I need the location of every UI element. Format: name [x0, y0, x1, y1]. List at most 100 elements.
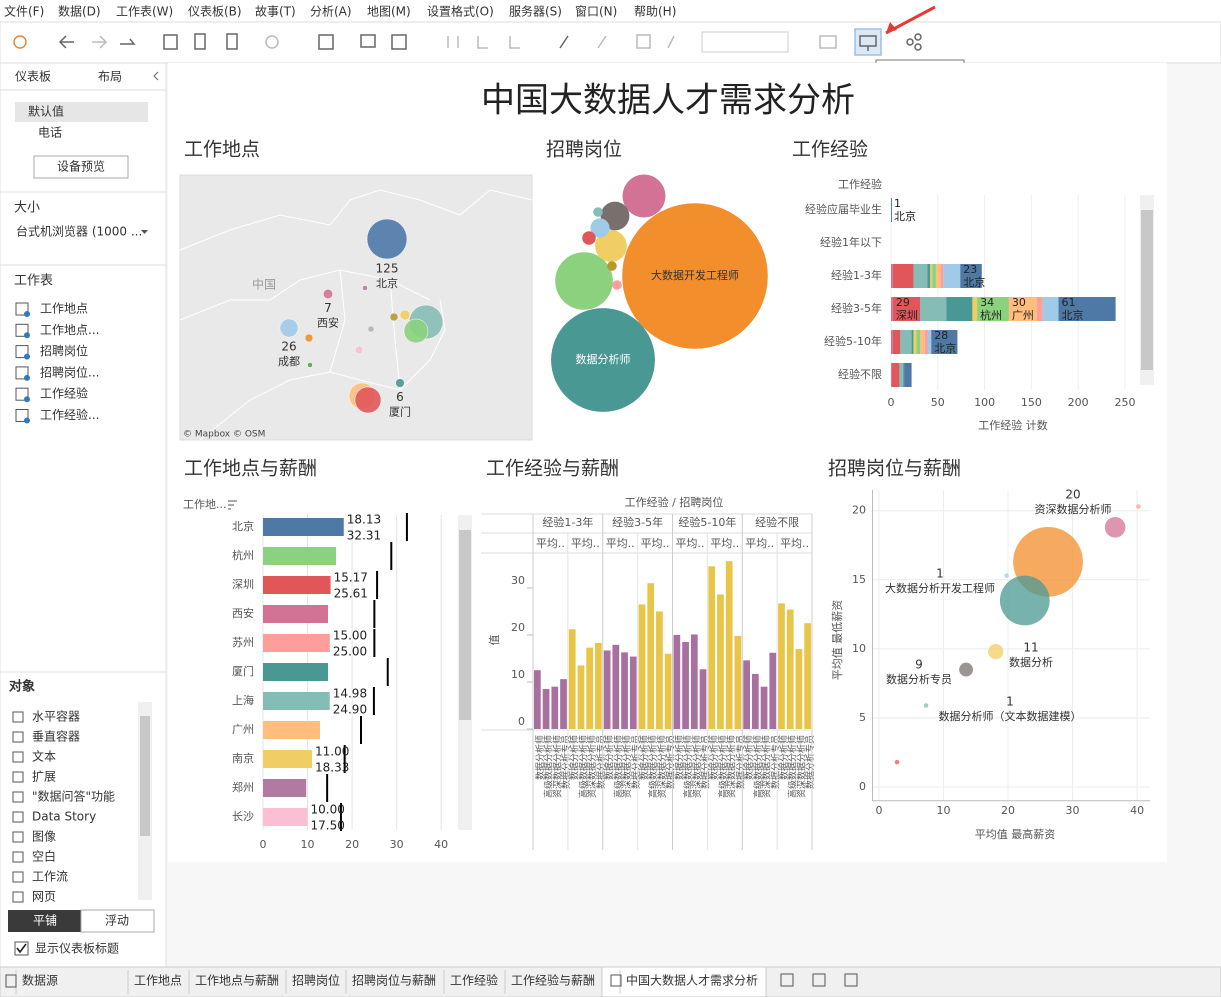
bubble	[999, 575, 1050, 626]
tile-button[interactable]	[8, 910, 81, 932]
x-tick-label: 数据分析专员	[700, 735, 712, 789]
bubble-value-label: 125	[376, 262, 399, 276]
sheet-item[interactable]: 工作地点	[40, 302, 88, 316]
menu-item[interactable]: 设置格式(O)	[427, 4, 494, 19]
new-sheet-button[interactable]	[780, 973, 794, 987]
sort-icon[interactable]	[228, 500, 237, 510]
sheet-icon	[15, 366, 29, 380]
menu-item[interactable]: 帮助(H)	[634, 5, 676, 19]
preview-button[interactable]: 设备预览	[57, 159, 105, 174]
data-label: 11.00	[315, 745, 349, 759]
sheet-tab[interactable]: 数据源	[22, 973, 58, 988]
preview-button-box[interactable]	[33, 155, 129, 179]
x-axis-title: 工作经验 计数	[978, 418, 1048, 432]
panel-header: 经验不限	[755, 515, 799, 529]
panel-header: 经验1-3年	[542, 515, 593, 529]
bar-segment	[924, 330, 928, 354]
layout-mode[interactable]: 浮动	[105, 914, 129, 928]
bar-segment	[913, 330, 917, 354]
data-label: 23	[963, 263, 977, 276]
object-item[interactable]: 扩展	[32, 770, 56, 784]
menu-item[interactable]: 工作表(W)	[116, 5, 173, 19]
menu-item[interactable]: 服务器(S)	[509, 4, 562, 19]
data-label-city: 北京	[963, 275, 985, 289]
x-tick-label: 数据分析师	[708, 735, 720, 780]
menu-item[interactable]: 故事(T)	[255, 4, 296, 19]
float-button[interactable]	[80, 909, 155, 933]
device-item[interactable]: 默认值	[28, 104, 64, 119]
object-item[interactable]: 图像	[32, 830, 56, 844]
bubble-name-label: 资深数据分析师	[1035, 502, 1112, 516]
bar-segment	[892, 330, 901, 354]
bubble-name-label: 数据分析师（文本数据建模）	[939, 709, 1082, 723]
x-tick-label: 数据分析师	[673, 735, 685, 780]
data-label: 1	[894, 197, 901, 210]
job-bubble	[582, 231, 596, 245]
bar-segment	[977, 297, 1009, 321]
sidebar-tab[interactable]: 仪表板	[15, 70, 51, 84]
map-bubble	[307, 362, 313, 368]
new-sheet-button[interactable]	[844, 973, 858, 987]
sheet-tab[interactable]: 工作经验	[450, 973, 498, 988]
bar-segment	[891, 363, 892, 387]
x-tick-label: 数据分析师	[534, 735, 546, 780]
sheet-tab[interactable]: 中国大数据人才需求分析	[626, 973, 758, 988]
measure-header: 平均..	[675, 537, 704, 550]
collapse-icon[interactable]	[153, 71, 159, 81]
sheet-tab[interactable]: 工作地点与薪酬	[195, 974, 279, 988]
menu-item[interactable]: 仪表板(B)	[188, 5, 242, 19]
y-tick-label: 杭州	[232, 548, 254, 562]
show-title-option[interactable]: 显示仪表板标题	[35, 942, 119, 956]
sidebar-tab[interactable]: 布局	[98, 70, 122, 84]
bar	[751, 673, 759, 729]
bar	[690, 634, 698, 729]
object-icon	[12, 791, 24, 803]
object-item[interactable]: 工作流	[32, 870, 68, 884]
device-item[interactable]: 电话	[38, 126, 62, 140]
sheet-icon-badge	[24, 353, 30, 360]
menu-item[interactable]: 地图(M)	[367, 5, 411, 19]
object-item[interactable]: 垂直容器	[32, 729, 80, 744]
menu-item[interactable]: 数据(D)	[58, 4, 101, 19]
sheet-tab[interactable]: 招聘岗位与薪酬	[352, 973, 436, 988]
menu-item[interactable]: 窗口(N)	[575, 5, 617, 19]
object-item[interactable]: 水平容器	[32, 709, 80, 724]
new-sheet-button[interactable]	[812, 973, 826, 987]
chart-title: 招聘岗位与薪酬	[828, 458, 961, 480]
sheet-item[interactable]: 工作地点...	[40, 323, 99, 337]
x-tick-label: 数据分析专员	[630, 735, 642, 789]
x-tick-label: 高级数据分析师	[787, 735, 799, 798]
x-tick-label: 30	[1066, 804, 1080, 817]
y-tick-label: 20	[511, 621, 525, 634]
sheet-tab[interactable]: 招聘岗位	[292, 973, 340, 988]
bar-segment	[927, 264, 931, 288]
sheet-item[interactable]: 工作经验...	[40, 407, 99, 422]
sheet-item[interactable]: 招聘岗位...	[40, 364, 99, 379]
sheet-tab[interactable]: 工作经验与薪酬	[511, 973, 595, 988]
x-tick-label: 数据分析专员	[595, 735, 607, 789]
layout-mode[interactable]: 平铺	[33, 914, 57, 928]
sheet-tab[interactable]: 工作地点	[134, 974, 182, 988]
x-tick-label: 20	[1001, 804, 1015, 817]
x-tick-label: 高级数据分析师	[752, 735, 764, 798]
size-select[interactable]: 台式机浏览器 (1000 ...	[16, 224, 142, 239]
bar	[612, 644, 620, 729]
object-item[interactable]: 空白	[32, 849, 56, 864]
menu-item[interactable]: 文件(F)	[4, 4, 44, 19]
x-tick-label: 资深数据分析师	[795, 735, 807, 798]
sheet-item[interactable]: 招聘岗位	[40, 343, 88, 358]
sheet-icon-badge	[24, 332, 30, 339]
bar-segment	[931, 330, 958, 354]
object-item[interactable]: 网页	[32, 890, 56, 904]
object-item[interactable]: "数据问答"功能	[32, 789, 115, 804]
bar	[263, 721, 321, 739]
sheet-item[interactable]: 工作经验	[40, 386, 88, 401]
menu-item[interactable]: 分析(A)	[310, 5, 352, 19]
bar-segment	[935, 264, 941, 288]
bubble	[959, 662, 973, 677]
object-item[interactable]: 文本	[32, 749, 56, 764]
object-item[interactable]: Data Story	[32, 810, 96, 824]
x-tick-label: 250	[1114, 396, 1135, 409]
bar-segment	[932, 264, 936, 288]
